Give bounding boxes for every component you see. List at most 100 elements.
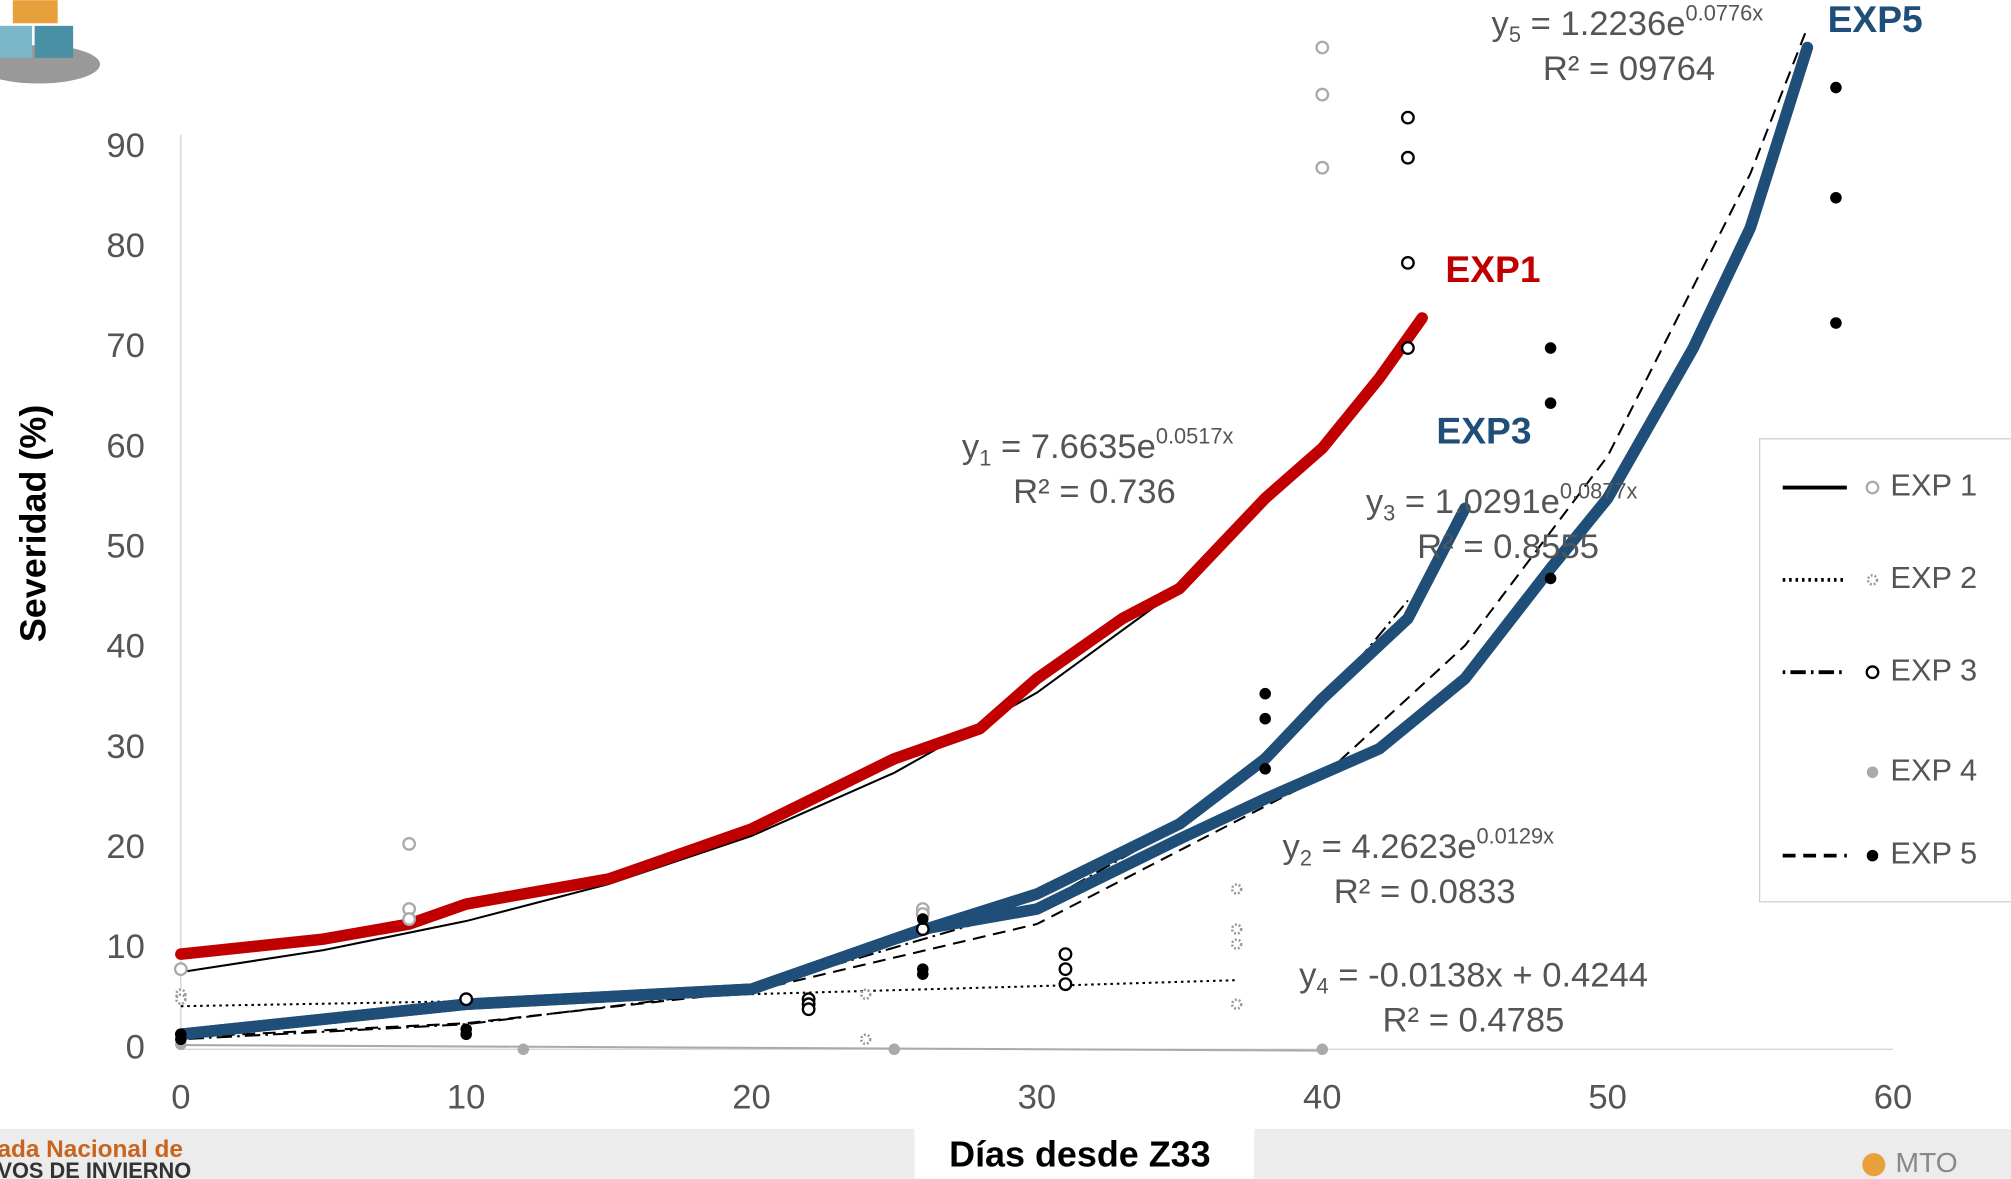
x-tick-label: 20 [732,1078,771,1116]
point [1830,82,1842,94]
x-tick-label: 10 [447,1078,486,1116]
point [460,993,472,1005]
y-tick-label: 50 [106,528,145,566]
point [1259,713,1271,725]
legend-label: EXP 5 [1890,836,1977,871]
point [403,838,415,850]
x-tick-label: 30 [1018,1078,1057,1116]
point [1867,666,1879,678]
point [1317,1044,1329,1056]
point [861,990,870,999]
point [1060,948,1072,960]
curve-label: EXP1 [1445,248,1540,290]
footer-text: VOS DE INVIERNO [0,1158,191,1179]
point [803,1003,815,1015]
point [176,995,185,1004]
point [1402,257,1414,269]
point [517,1044,529,1056]
y-tick-label: 40 [106,628,145,666]
x-tick-label: 0 [171,1078,190,1116]
legend-label: EXP 1 [1890,468,1977,503]
point [403,913,415,925]
point [888,1044,900,1056]
equation-part: = 1.2236e [1521,5,1686,43]
point [1867,766,1879,778]
point [460,1028,472,1040]
point [1317,89,1329,101]
y-tick-label: 30 [106,728,145,766]
equation: y5 = 1.2236e0.0776x [1492,0,1764,47]
trendline [181,444,1322,972]
equation-sub: 2 [1300,845,1312,870]
equation: y1 = 7.6635e0.0517x [962,423,1234,470]
point [175,963,187,975]
y-axis-title: Severidad (%) [12,405,53,642]
equation-sub: 4 [1317,973,1329,998]
point [861,1035,870,1044]
point [1830,192,1842,204]
page: ada Nacional de VOS DE INVIERNO MTO Días… [0,0,2011,1179]
x-tick-label: 50 [1588,1078,1627,1116]
point [1868,575,1877,584]
x-axis-title: Días desde Z33 [949,1134,1210,1175]
x-tick-label: 40 [1303,1078,1342,1116]
point [1545,573,1557,585]
equation-part: = 7.6635e [991,428,1156,466]
r-squared: R² = 0.0833 [1334,873,1516,911]
equation-sub: 3 [1383,500,1395,525]
point [1402,342,1414,354]
equation: y4 = -0.0138x + 0.4244 [1299,957,1648,999]
equation-part: = 4.2623e [1312,828,1477,866]
point [1232,940,1241,949]
point [1402,152,1414,164]
point [1830,317,1842,329]
curve [181,318,1422,954]
y-tick-label: 10 [106,928,145,966]
equation: y2 = 4.2623e0.0129x [1283,823,1555,870]
logo [0,0,100,83]
curve-label: EXP3 [1436,410,1531,452]
point [1545,397,1557,409]
y-tick-label: 90 [106,127,145,165]
point [917,913,929,925]
chart: ada Nacional de VOS DE INVIERNO MTO Días… [0,0,2011,1179]
equation-sup: 0.0776x [1686,0,1764,25]
equation-part: y [1299,957,1317,995]
point [1060,978,1072,990]
point [1867,482,1879,494]
y-tick-label: 20 [106,828,145,866]
point [1232,925,1241,934]
equation-sub: 1 [979,445,991,470]
point [1317,162,1329,174]
footer-text: MTO [1896,1146,1958,1178]
point [175,1033,187,1045]
legend-label: EXP 4 [1890,752,1977,787]
point [1259,763,1271,775]
point [917,968,929,980]
equation-part: y [1492,5,1510,43]
curve [181,508,1465,1034]
y-tick-label: 60 [106,427,145,465]
legend-label: EXP 3 [1890,652,1977,687]
equation-sub: 5 [1509,22,1521,47]
point [1867,850,1879,862]
y-tick-label: 0 [126,1028,145,1066]
x-tick-label: 60 [1874,1078,1913,1116]
equation-part: y [1366,483,1384,521]
equation-sup: 0.0517x [1156,423,1234,448]
r-squared: R² = 0.736 [1013,473,1176,511]
y-tick-label: 70 [106,327,145,365]
r-squared: R² = 0.4785 [1383,1001,1565,1039]
point [1259,688,1271,700]
equation-sup: 0.0877x [1560,478,1638,503]
r-squared: R² = 0.8555 [1417,528,1599,566]
point [1545,342,1557,354]
equation-part: y [1283,828,1301,866]
legend-label: EXP 2 [1890,560,1977,595]
point [1402,112,1414,124]
point [1232,885,1241,894]
footer-logo [1862,1153,1885,1176]
point [1317,42,1329,54]
point [1060,963,1072,975]
equation-part: y [962,428,980,466]
